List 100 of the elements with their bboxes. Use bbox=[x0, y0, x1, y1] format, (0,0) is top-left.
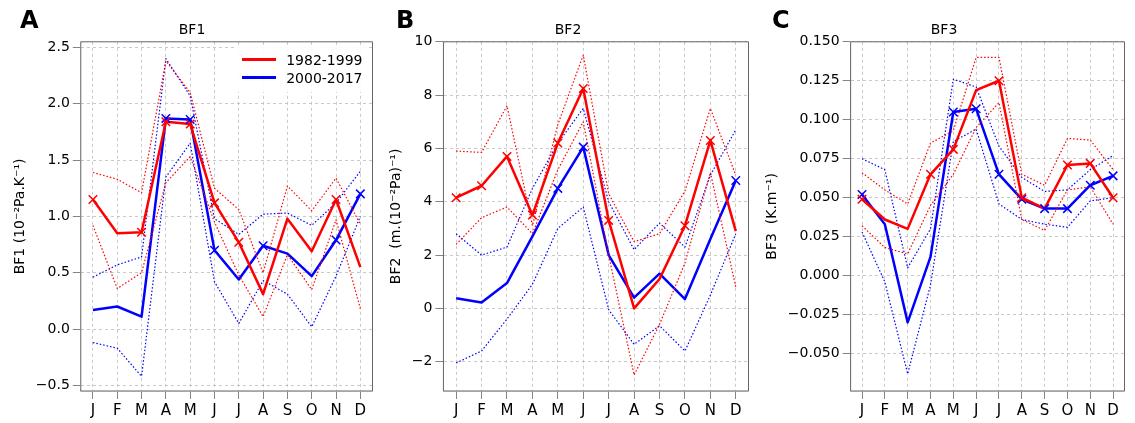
x-tick-label: F bbox=[477, 400, 486, 419]
point bbox=[730, 175, 741, 186]
point bbox=[209, 245, 220, 256]
x-tick-label: J bbox=[995, 400, 1002, 419]
point bbox=[552, 138, 563, 149]
x-tick-label: N bbox=[330, 400, 342, 419]
point bbox=[679, 220, 690, 231]
x-tick-label: S bbox=[654, 400, 665, 419]
point bbox=[1039, 203, 1050, 214]
point bbox=[1085, 180, 1096, 191]
x-tick-label: S bbox=[282, 400, 293, 419]
y-tick-label: 0.000 bbox=[799, 266, 840, 283]
point bbox=[552, 183, 563, 194]
x-tick-label: J bbox=[89, 400, 96, 419]
point bbox=[185, 114, 196, 125]
y-tick-label: 10 bbox=[414, 32, 433, 49]
y-tick-label: −0.025 bbox=[787, 305, 840, 322]
point bbox=[971, 103, 982, 114]
point bbox=[331, 194, 342, 205]
x-tick-label: M bbox=[551, 400, 565, 419]
x-tick-label: M bbox=[183, 400, 197, 419]
line-series bbox=[455, 121, 737, 376]
x-tick-label: N bbox=[704, 400, 716, 419]
y-tick-label: 4 bbox=[423, 192, 433, 209]
x-tick-label: M bbox=[901, 400, 915, 419]
legend-label: 1982-1999 bbox=[286, 51, 363, 68]
point bbox=[578, 142, 589, 153]
point bbox=[948, 144, 959, 155]
point bbox=[705, 135, 716, 146]
y-axis-title: BF1 (10⁻²Pa.K⁻¹) bbox=[11, 158, 28, 275]
x-tick-label: J bbox=[211, 400, 217, 419]
y-tick-label: 0.150 bbox=[799, 32, 840, 49]
x-tick-label: A bbox=[257, 400, 269, 419]
x-tick-label: N bbox=[1084, 400, 1096, 419]
y-tick-label: 0.025 bbox=[799, 227, 840, 244]
x-tick-label: J bbox=[452, 400, 459, 419]
point bbox=[185, 119, 196, 130]
point bbox=[993, 169, 1004, 180]
y-tick-label: 0.0 bbox=[47, 319, 70, 336]
line-series bbox=[92, 142, 361, 377]
x-tick-label: D bbox=[1107, 400, 1119, 419]
point bbox=[233, 237, 244, 248]
point bbox=[527, 210, 538, 221]
legend-label: 2000-2017 bbox=[286, 69, 363, 86]
point bbox=[209, 197, 220, 208]
line-series bbox=[455, 107, 737, 256]
y-tick-label: 0 bbox=[423, 299, 433, 316]
y-tick-label: 0.125 bbox=[799, 71, 840, 88]
y-tick-label: 1.0 bbox=[47, 207, 70, 224]
point bbox=[502, 151, 512, 162]
point bbox=[355, 188, 366, 199]
point bbox=[1108, 170, 1119, 181]
y-tick-label: −2 bbox=[411, 352, 433, 369]
point bbox=[857, 194, 868, 205]
x-tick-label: F bbox=[880, 400, 890, 419]
x-tick-label: J bbox=[972, 400, 979, 419]
line-series bbox=[861, 78, 1114, 269]
point bbox=[1062, 203, 1073, 214]
point bbox=[1085, 158, 1096, 169]
point bbox=[1062, 159, 1073, 170]
point bbox=[925, 169, 936, 180]
x-tick-label: S bbox=[1039, 400, 1050, 419]
point bbox=[1108, 192, 1119, 203]
point bbox=[87, 194, 98, 205]
point bbox=[136, 227, 147, 238]
chart-title: BF3 bbox=[930, 21, 958, 38]
y-tick-label: 0.050 bbox=[799, 188, 840, 205]
chart-title: BF2 bbox=[554, 21, 582, 38]
x-tick-label: F bbox=[112, 400, 122, 419]
x-tick-label: O bbox=[1061, 400, 1074, 419]
line-series bbox=[861, 102, 1114, 255]
y-tick-label: 0.075 bbox=[799, 149, 840, 166]
y-tick-label: 8 bbox=[423, 85, 433, 102]
point bbox=[331, 235, 342, 246]
line-series bbox=[861, 128, 1114, 375]
point bbox=[948, 106, 959, 117]
x-tick-label: M bbox=[135, 400, 149, 419]
x-tick-label: A bbox=[628, 400, 640, 419]
y-tick-label: 2.0 bbox=[47, 94, 70, 111]
y-tick-label: 1.5 bbox=[47, 150, 70, 167]
x-tick-label: O bbox=[305, 400, 318, 419]
line-series bbox=[455, 206, 737, 364]
point bbox=[476, 180, 487, 191]
x-tick-label: O bbox=[679, 400, 691, 419]
point bbox=[578, 83, 589, 94]
y-tick-label: 2.5 bbox=[47, 38, 70, 55]
x-tick-label: D bbox=[354, 400, 367, 419]
x-tick-label: M bbox=[946, 400, 960, 419]
text: C bbox=[772, 6, 790, 35]
x-tick-label: J bbox=[580, 400, 586, 419]
y-tick-label: 6 bbox=[423, 139, 433, 156]
point bbox=[993, 75, 1004, 86]
x-tick-label: A bbox=[1016, 400, 1028, 419]
y-tick-label: 2 bbox=[423, 245, 433, 262]
text: B bbox=[396, 6, 415, 35]
text: A bbox=[20, 6, 39, 35]
point bbox=[857, 189, 868, 200]
x-tick-label: A bbox=[160, 400, 172, 419]
line-series bbox=[861, 56, 1114, 205]
x-tick-label: A bbox=[925, 400, 937, 419]
